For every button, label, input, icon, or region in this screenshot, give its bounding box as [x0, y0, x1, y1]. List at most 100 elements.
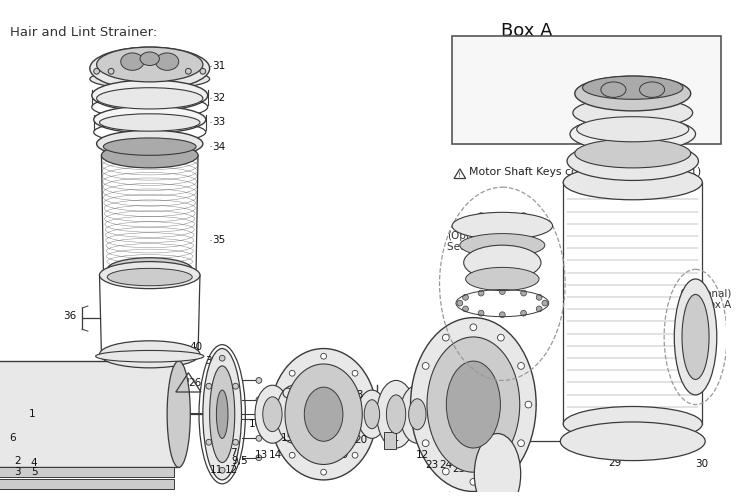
Circle shape	[290, 452, 295, 458]
Circle shape	[352, 370, 358, 376]
Text: 4: 4	[31, 458, 38, 468]
Text: 38: 38	[117, 366, 130, 376]
Circle shape	[576, 98, 584, 105]
Circle shape	[499, 312, 505, 318]
Text: 25: 25	[452, 464, 465, 474]
Circle shape	[700, 362, 707, 370]
Ellipse shape	[573, 98, 693, 128]
Circle shape	[478, 290, 484, 296]
Ellipse shape	[262, 397, 282, 432]
Ellipse shape	[96, 130, 203, 158]
Text: 39: 39	[205, 356, 218, 366]
Circle shape	[536, 306, 542, 312]
Ellipse shape	[210, 366, 235, 462]
Ellipse shape	[427, 337, 520, 472]
Text: 22: 22	[444, 383, 458, 393]
Circle shape	[415, 401, 422, 408]
Circle shape	[693, 384, 699, 390]
Ellipse shape	[567, 142, 699, 180]
Ellipse shape	[452, 212, 553, 240]
Circle shape	[478, 310, 484, 316]
Ellipse shape	[364, 400, 380, 428]
Ellipse shape	[459, 234, 545, 257]
Text: 8,4: 8,4	[214, 448, 231, 458]
Ellipse shape	[464, 245, 541, 280]
Circle shape	[442, 468, 449, 475]
Text: 3: 3	[14, 467, 21, 477]
Text: 31: 31	[213, 62, 226, 72]
Circle shape	[470, 324, 477, 330]
Circle shape	[499, 288, 505, 294]
Circle shape	[320, 470, 326, 475]
Text: 13: 13	[255, 450, 268, 460]
Text: 9,5: 9,5	[232, 456, 248, 466]
Circle shape	[136, 352, 144, 360]
Circle shape	[232, 384, 238, 389]
Circle shape	[200, 68, 206, 74]
Text: 28: 28	[350, 390, 364, 400]
Circle shape	[678, 309, 684, 314]
Circle shape	[462, 306, 468, 312]
Bar	[0, 361, 179, 468]
Circle shape	[678, 359, 684, 365]
Circle shape	[541, 222, 549, 230]
Text: 32: 32	[213, 94, 226, 104]
Ellipse shape	[675, 279, 717, 395]
Ellipse shape	[570, 116, 696, 152]
Text: 12: 12	[415, 450, 429, 460]
Circle shape	[206, 384, 212, 389]
Ellipse shape	[96, 88, 203, 109]
Ellipse shape	[217, 390, 228, 438]
Circle shape	[684, 304, 691, 312]
Text: 24: 24	[439, 460, 453, 470]
Text: 14: 14	[268, 450, 282, 460]
Circle shape	[283, 388, 293, 398]
Circle shape	[700, 343, 707, 350]
Ellipse shape	[563, 165, 702, 200]
Text: (Optional)
See Box A: (Optional) See Box A	[447, 230, 499, 252]
Text: 33: 33	[213, 118, 226, 128]
Circle shape	[256, 378, 262, 384]
Ellipse shape	[575, 76, 690, 111]
Circle shape	[684, 324, 691, 330]
Ellipse shape	[96, 47, 203, 82]
Circle shape	[352, 452, 358, 458]
Circle shape	[520, 231, 527, 239]
Circle shape	[470, 478, 477, 485]
Text: Box A: Box A	[501, 22, 552, 40]
Text: 21: 21	[387, 434, 399, 444]
Ellipse shape	[99, 341, 200, 368]
Text: 40: 40	[190, 342, 202, 351]
Ellipse shape	[601, 82, 626, 98]
Text: 16: 16	[296, 432, 310, 442]
Ellipse shape	[96, 350, 204, 362]
Text: 357212 - Flange 6” w/ Gasket & s/s Hardware: 357212 - Flange 6” w/ Gasket & s/s Hardw…	[459, 86, 696, 96]
Circle shape	[94, 68, 99, 74]
Circle shape	[478, 231, 485, 239]
Ellipse shape	[357, 390, 387, 438]
Text: 357262 - Flange 4” w/ Gasket & s/s Hardware: 357262 - Flange 4” w/ Gasket & s/s Hardw…	[459, 58, 696, 68]
Circle shape	[442, 334, 449, 341]
Circle shape	[517, 440, 524, 446]
Ellipse shape	[99, 262, 200, 288]
Text: 37: 37	[103, 366, 117, 376]
Text: 36: 36	[62, 310, 76, 320]
Text: 15: 15	[281, 434, 294, 444]
Text: 26: 26	[188, 378, 202, 388]
Text: Motor Shaft Keys comes w/Motor (Item#1): Motor Shaft Keys comes w/Motor (Item#1)	[469, 167, 702, 177]
Bar	[452, 36, 720, 144]
Circle shape	[520, 310, 526, 316]
Ellipse shape	[583, 76, 683, 100]
Ellipse shape	[94, 106, 206, 133]
Text: 17: 17	[308, 450, 320, 460]
Ellipse shape	[255, 385, 290, 443]
Circle shape	[693, 284, 699, 290]
Text: 18: 18	[323, 438, 336, 448]
Text: 12: 12	[225, 466, 238, 475]
Text: 1: 1	[29, 409, 35, 419]
Circle shape	[700, 304, 707, 312]
Circle shape	[478, 213, 485, 220]
Text: 7: 7	[230, 448, 237, 458]
Ellipse shape	[411, 318, 536, 492]
Ellipse shape	[99, 114, 200, 131]
